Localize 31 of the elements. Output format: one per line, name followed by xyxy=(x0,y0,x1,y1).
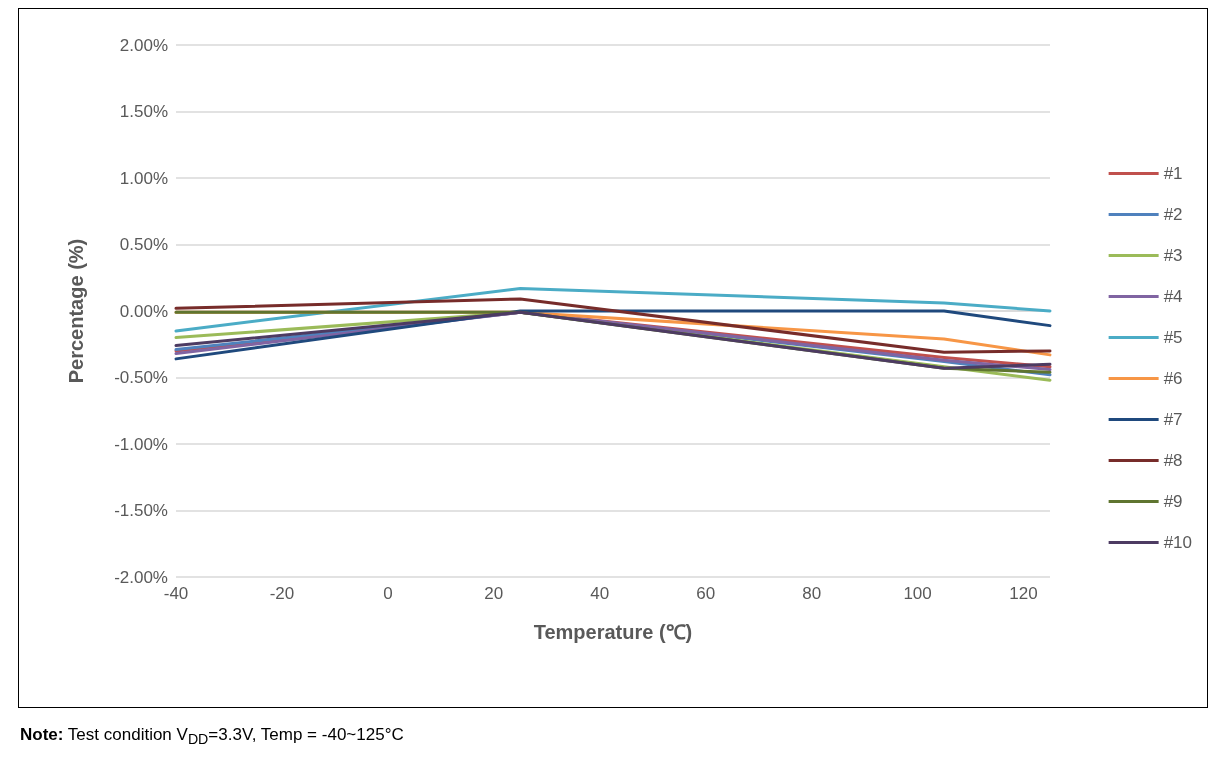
x-axis-title: Temperature (℃) xyxy=(533,621,693,643)
y-tick-label: 2.00% xyxy=(119,35,168,55)
legend-label: #6 xyxy=(1163,369,1183,388)
x-tick-label: 40 xyxy=(590,584,610,603)
y-tick-label: -2.00% xyxy=(114,567,168,587)
legend-label: #3 xyxy=(1163,246,1183,265)
y-tick-label: 1.00% xyxy=(119,168,168,188)
x-tick-label: 20 xyxy=(484,584,504,603)
x-tick-label: 100 xyxy=(903,584,932,603)
y-axis-title: Percentage (%) xyxy=(65,238,87,384)
legend-label: #2 xyxy=(1163,205,1183,224)
y-tick-label: -0.50% xyxy=(114,368,168,387)
x-tick-label: -20 xyxy=(269,584,295,603)
y-tick-label: 0.50% xyxy=(119,235,168,254)
legend-label: #5 xyxy=(1163,328,1183,347)
x-tick-label: -40 xyxy=(163,584,189,603)
legend-label: #4 xyxy=(1163,287,1183,306)
legend-label: #7 xyxy=(1163,410,1183,429)
legend-label: #8 xyxy=(1163,451,1183,470)
text: Note: Test condition V$_{DD}$=3.3V, Temp = -40~125°C xyxy=(20,725,404,748)
legend-label: #1 xyxy=(1163,164,1183,183)
y-tick-label: -1.00% xyxy=(114,434,168,454)
y-tick-label: 0.00% xyxy=(119,301,168,321)
legend-label: #9 xyxy=(1163,492,1183,511)
legend-label: #10 xyxy=(1163,533,1193,552)
x-tick-label: 60 xyxy=(696,584,716,603)
y-tick-label: 1.50% xyxy=(119,102,168,121)
x-tick-label: 120 xyxy=(1009,584,1038,603)
x-tick-label: 0 xyxy=(383,584,393,603)
y-tick-label: -1.50% xyxy=(114,501,168,520)
x-tick-label: 80 xyxy=(802,584,822,603)
